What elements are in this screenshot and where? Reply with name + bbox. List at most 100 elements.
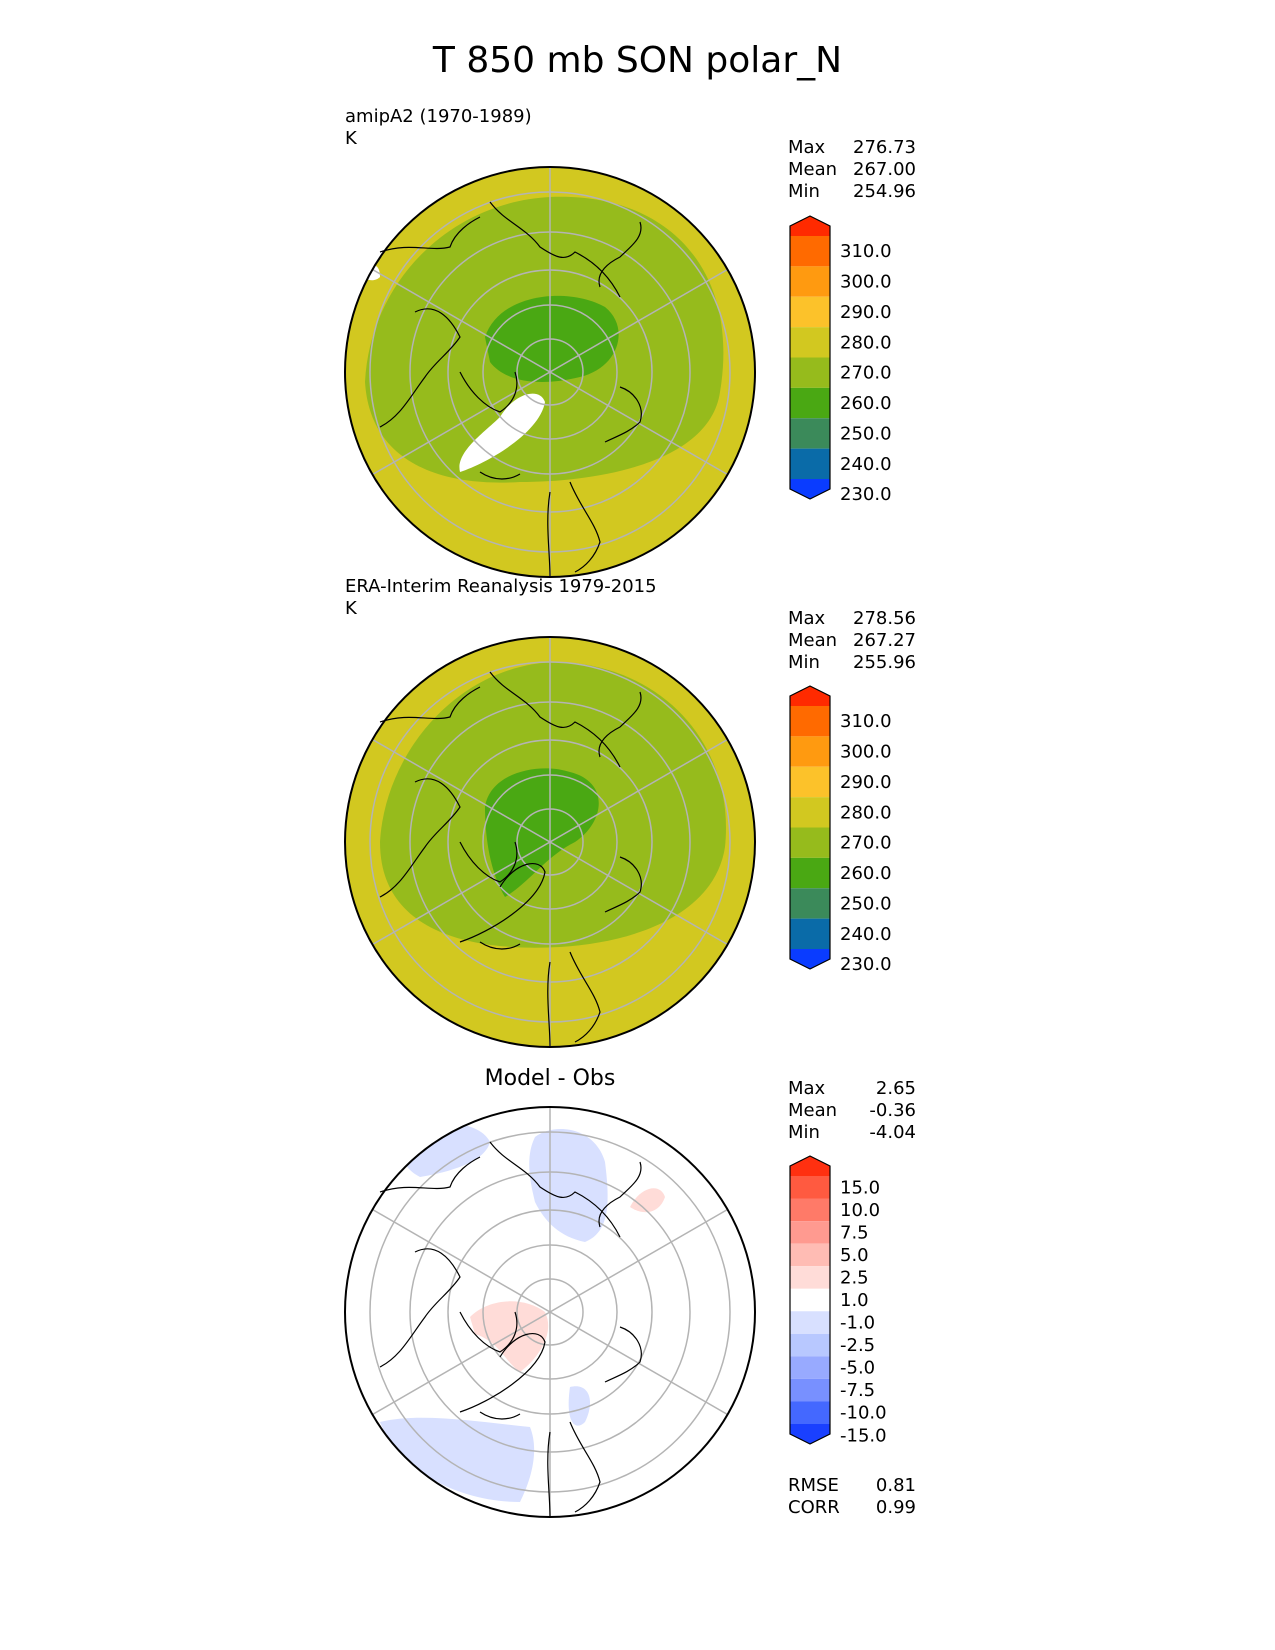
model-missing-data xyxy=(459,393,545,472)
model-graticule xyxy=(369,167,731,577)
colorbar-tick-label: 290.0 xyxy=(840,302,892,323)
model-colorbar: 310.0 300.0 290.0 280.0 270.0 260.0 250.0 240.0… xyxy=(789,215,892,505)
colorbar-tick-label: 310.0 xyxy=(840,241,892,262)
colorbar-tick-label: -2.5 xyxy=(840,1335,875,1356)
colorbar-tick-label: 240.0 xyxy=(840,924,892,945)
obs-colorbar-labels: 310.0 300.0 290.0 280.0 270.0 260.0 250.0 240.0… xyxy=(840,711,892,975)
colorbar-swatch xyxy=(790,1266,830,1289)
obs-graticule xyxy=(369,637,731,1047)
diff-metric-corr: CORR 0.99 xyxy=(788,1497,916,1518)
model-panel-title: amipA2 (1970-1989) K xyxy=(345,106,532,150)
colorbar-tick-label: 280.0 xyxy=(840,332,892,353)
model-stat-min: Min 254.96 xyxy=(788,181,916,202)
diff-colorbar-labels: 15.010.07.55.02.51.0-1.0-2.5-5.0-7.5-10.… xyxy=(840,1177,887,1446)
obs-cold-core xyxy=(485,768,599,897)
colorbar-tick-label: 250.0 xyxy=(840,423,892,444)
diff-stat-max: Max 2.65 xyxy=(788,1078,916,1099)
colorbar-swatch xyxy=(790,418,830,449)
diff-colorbar: 15.010.07.55.02.51.0-1.0-2.5-5.0-7.5-10.… xyxy=(789,1155,887,1446)
colorbar-tick-label: 10.0 xyxy=(840,1200,880,1221)
colorbar-tick-label: 290.0 xyxy=(840,772,892,793)
diff-graticule xyxy=(369,1107,731,1517)
colorbar-tick-label: 310.0 xyxy=(840,711,892,732)
diff-title: Model - Obs xyxy=(484,1066,616,1091)
model-coastlines xyxy=(379,201,642,578)
diff-stat-min: Min -4.04 xyxy=(788,1122,916,1143)
model-units: K xyxy=(345,128,357,149)
colorbar-swatch xyxy=(790,1333,830,1357)
colorbar-tick-label: 5.0 xyxy=(840,1245,869,1266)
diff-stat-mean: Mean -0.36 xyxy=(788,1100,916,1121)
colorbar-swatch xyxy=(790,1311,830,1334)
colorbar-swatch xyxy=(790,1288,830,1312)
model-polar-map xyxy=(344,166,756,578)
colorbar-tick-label: 300.0 xyxy=(840,742,892,763)
obs-colorbar: 310.0 300.0 290.0 280.0 270.0 260.0 250.0 240.0… xyxy=(789,685,892,975)
obs-panel-title: ERA-Interim Reanalysis 1979-2015 K xyxy=(345,576,657,620)
colorbar-swatch xyxy=(790,236,830,267)
colorbar-swatch xyxy=(790,387,830,419)
diff-colorbar-blocks xyxy=(789,1155,831,1445)
colorbar-tick-label: -1.0 xyxy=(840,1313,875,1334)
model-map-border xyxy=(344,166,756,578)
diff-metric-rmse: RMSE 0.81 xyxy=(788,1475,916,1496)
model-colorbar-labels: 310.0 300.0 290.0 280.0 270.0 260.0 250.0 240.0… xyxy=(840,241,892,505)
obs-map-border xyxy=(344,636,756,1048)
colorbar-tick-label: 7.5 xyxy=(840,1222,869,1243)
diff-warm-region-2 xyxy=(630,1188,665,1213)
colorbar-tick-label: 230.0 xyxy=(840,954,892,975)
colorbar-swatch xyxy=(790,327,830,358)
model-title: amipA2 (1970-1989) xyxy=(345,106,532,127)
colorbar-tick-label: -10.0 xyxy=(840,1403,887,1424)
diff-cool-region-2 xyxy=(529,1129,608,1242)
colorbar-swatch xyxy=(790,448,830,479)
diff-coastlines xyxy=(379,1141,642,1518)
colorbar-tick-label: 250.0 xyxy=(840,893,892,914)
diff-metrics: RMSE 0.81 CORR 0.99 xyxy=(788,1475,916,1519)
colorbar-outline xyxy=(789,215,831,500)
diff-cool-region-4 xyxy=(568,1386,590,1426)
obs-colorbar-blocks xyxy=(789,685,831,970)
colorbar-swatch xyxy=(790,1401,830,1424)
obs-polar-map xyxy=(344,636,756,1048)
colorbar-swatch xyxy=(790,857,830,889)
colorbar-tick-label: -15.0 xyxy=(840,1425,887,1446)
colorbar-tick-label: -5.0 xyxy=(840,1358,875,1379)
colorbar-swatch xyxy=(790,766,830,798)
model-colorbar-blocks xyxy=(789,215,831,500)
diff-warm-region-1 xyxy=(470,1301,549,1372)
diff-polar-map xyxy=(344,1106,756,1518)
colorbar-tick-label: 1.0 xyxy=(840,1290,869,1311)
diff-cool-region-3 xyxy=(380,1417,535,1502)
colorbar-swatch xyxy=(790,266,830,297)
colorbar-tick-label: 260.0 xyxy=(840,393,892,414)
colorbar-outline xyxy=(789,1155,831,1445)
figure-title: T 850 mb SON polar_N xyxy=(432,40,843,81)
colorbar-swatch xyxy=(790,479,830,499)
colorbar-tick-label: 280.0 xyxy=(840,802,892,823)
colorbar-swatch xyxy=(790,1156,830,1176)
obs-stat-max: Max 278.56 xyxy=(788,608,916,629)
colorbar-swatch xyxy=(790,1378,830,1402)
colorbar-swatch xyxy=(790,888,830,919)
colorbar-tick-label: 230.0 xyxy=(840,484,892,505)
colorbar-swatch xyxy=(790,296,830,328)
colorbar-swatch xyxy=(790,216,830,236)
diff-map-border xyxy=(344,1106,756,1518)
colorbar-swatch xyxy=(790,1356,830,1379)
obs-units: K xyxy=(345,598,357,619)
colorbar-tick-label: 270.0 xyxy=(840,833,892,854)
colorbar-swatch xyxy=(790,918,830,949)
colorbar-swatch xyxy=(790,827,830,858)
colorbar-tick-label: 270.0 xyxy=(840,363,892,384)
diff-stats: Max 2.65 Mean -0.36 Min -4.04 xyxy=(788,1078,916,1144)
colorbar-swatch xyxy=(790,736,830,767)
colorbar-outline xyxy=(789,685,831,970)
obs-stats: Max 278.56 Mean 267.27 Min 255.96 xyxy=(788,608,916,674)
obs-stat-mean: Mean 267.27 xyxy=(788,630,916,651)
obs-coastlines xyxy=(379,671,642,1048)
colorbar-tick-label: 2.5 xyxy=(840,1267,869,1288)
colorbar-swatch xyxy=(790,357,830,388)
colorbar-swatch xyxy=(790,1176,830,1199)
model-stat-mean: Mean 267.00 xyxy=(788,159,916,180)
